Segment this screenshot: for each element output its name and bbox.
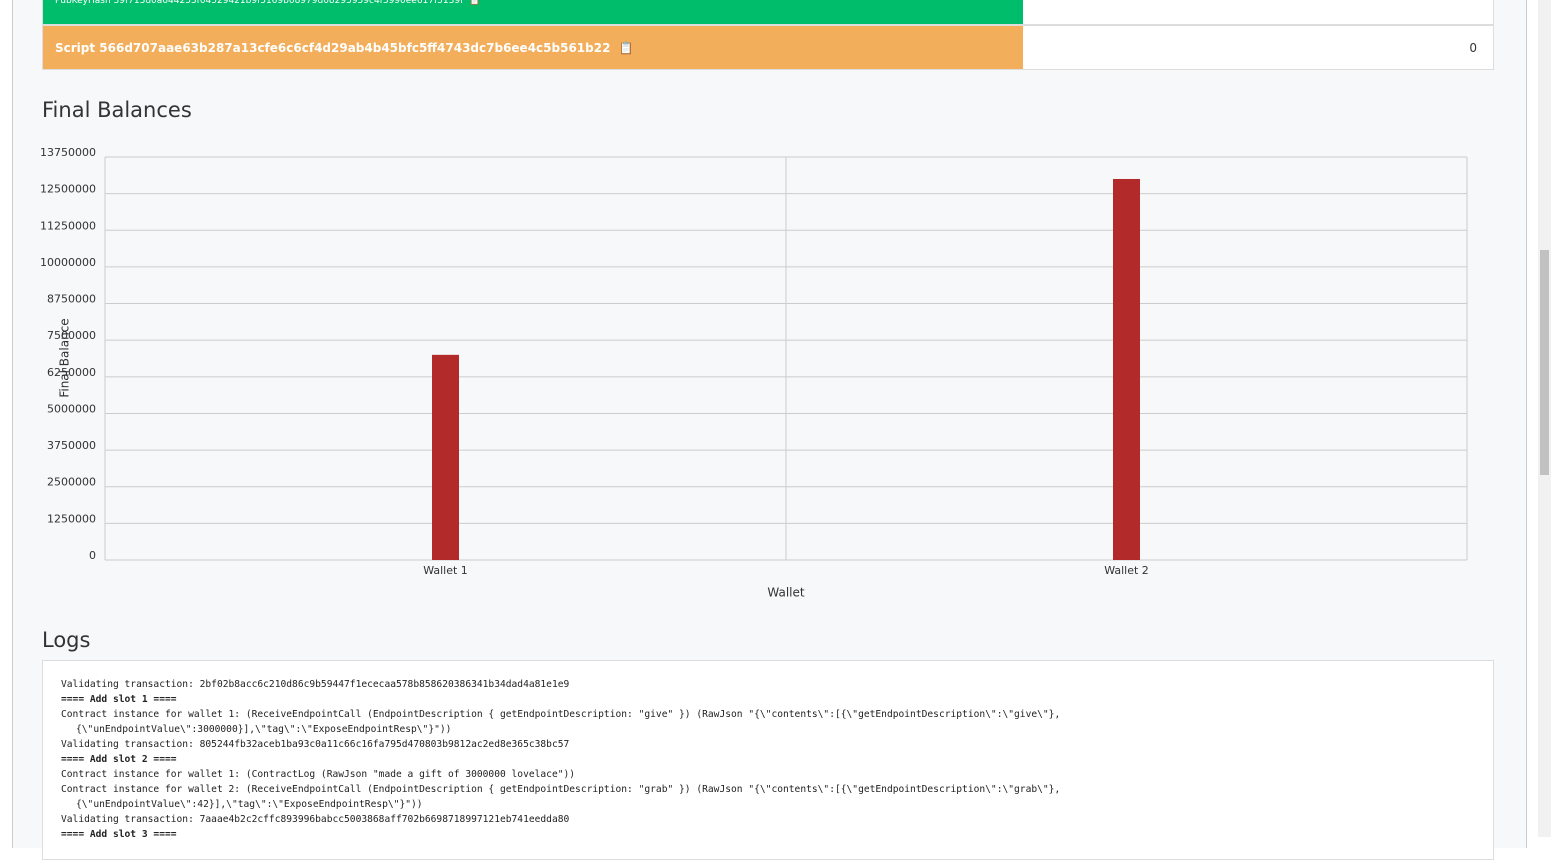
y-tick-label: 1250000: [47, 512, 96, 525]
y-tick-label: 2500000: [47, 476, 96, 489]
scrollbar[interactable]: [1538, 0, 1551, 837]
address[interactable]: PubKeyHash 39f713d0a644253f04529421b9f51…: [43, 0, 1035, 24]
y-tick-label: 0: [89, 549, 96, 562]
page: PubKeyHash 39f713d0a644253f04529421b9f51…: [12, 0, 1551, 860]
y-tick-label: 11250000: [40, 219, 96, 232]
log-line: ==== Add slot 2 ====: [61, 754, 177, 765]
y-axis-label: Final Balance: [58, 318, 72, 397]
y-tick-label: 12500000: [40, 183, 96, 196]
log-line: Validating transaction: 805244fb32aceb1b…: [61, 739, 570, 750]
y-tick-label: 8750000: [47, 293, 96, 306]
log-line: Contract instance for wallet 1: (Receive…: [61, 709, 1061, 735]
y-tick-label: 5000000: [47, 402, 96, 415]
x-tick-label: Wallet 1: [423, 564, 468, 577]
log-line: ==== Add slot 1 ====: [61, 694, 177, 705]
y-tick-label: 7500000: [47, 329, 96, 342]
cell: [1023, 26, 1493, 69]
y-tick-label: 13750000: [40, 146, 96, 159]
table-row: Script 566d707aae63b287a13cfe6c6cf4d29ab…: [42, 25, 1494, 70]
table-row: PubKeyHash 39f713d0a644253f04529421b9f51…: [42, 0, 1494, 25]
section-heading: Final Balances: [42, 98, 192, 122]
log-line: Contract instance for wallet 2: (Receive…: [61, 784, 1061, 810]
y-tick-label: 6250000: [47, 366, 96, 379]
x-axis-label: Wallet: [767, 586, 805, 600]
log-line: Validating transaction: 2bf02b8acc6c210d…: [61, 679, 570, 690]
bar: [432, 354, 459, 560]
log-line: ==== Add slot 3 ====: [61, 829, 177, 840]
address-text: PubKeyHash 39f713d0a644253f04529421b9f51…: [55, 0, 464, 6]
log-box: Validating transaction: 2bf02b8acc6c210d…: [42, 660, 1494, 860]
bar: [1113, 178, 1140, 560]
log-line: Contract instance for wallet 1: (Contrac…: [61, 769, 576, 780]
chart: Wallet Final Balance 0 1250000 2500000 3750…: [40, 146, 1468, 600]
log-line: Validating transaction: 7aaae4b2c2cffc89…: [61, 814, 570, 825]
x-tick-label: Wallet 2: [1104, 564, 1149, 577]
y-tick-label: 3750000: [47, 439, 96, 452]
section-heading: Logs: [42, 628, 91, 652]
cell: [1023, 0, 1493, 24]
address[interactable]: Script 566d707aae63b287a13cfe6c6cf4d29ab…: [43, 26, 1035, 69]
scroll-thumb[interactable]: [1540, 250, 1549, 475]
y-tick-label: 10000000: [40, 256, 96, 269]
balance: 0: [1469, 40, 1477, 55]
address-text: Script 566d707aae63b287a13cfe6c6cf4d29ab…: [55, 40, 611, 55]
